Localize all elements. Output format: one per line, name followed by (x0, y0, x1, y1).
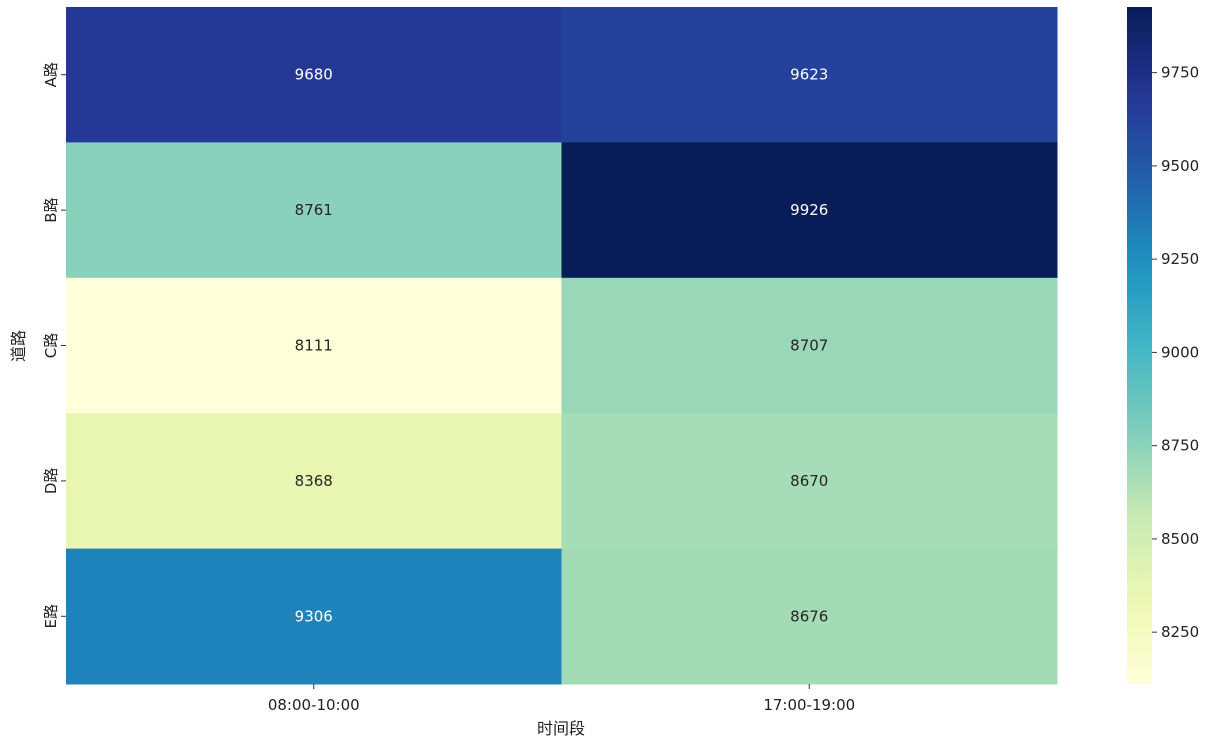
heatmap-cell (561, 413, 1058, 550)
heatmap-cell (66, 277, 562, 414)
cell-value-label: 9680 (295, 66, 333, 84)
y-tick-label: E路 (42, 604, 60, 628)
y-tick-label: A路 (42, 62, 60, 87)
cell-value-label: 8670 (790, 472, 828, 490)
cell-value-label: 8707 (790, 337, 828, 355)
colorbar: 8250 8500 8750 9000 9250 9500 9750 (1127, 7, 1199, 684)
x-axis: 08:00-10:00 17:00-19:00 (268, 684, 855, 714)
colorbar-tick-label: 9500 (1161, 157, 1199, 175)
x-axis-title: 时间段 (537, 719, 585, 738)
heatmap-cell (561, 548, 1058, 685)
heatmap-cell (66, 413, 562, 550)
cell-value-label: 9623 (790, 66, 828, 84)
heatmap-cell (66, 142, 562, 279)
y-tick-label: C路 (42, 333, 60, 358)
x-tick-label: 17:00-19:00 (763, 696, 855, 714)
heatmap-cell (561, 142, 1058, 279)
colorbar-gradient (1127, 7, 1152, 684)
colorbar-tick-label: 9250 (1161, 250, 1199, 268)
cell-value-label: 9306 (295, 607, 333, 625)
cell-value-label: 8368 (295, 472, 333, 490)
colorbar-tick-label: 9750 (1161, 64, 1199, 82)
cell-value-label: 8111 (295, 337, 333, 355)
colorbar-tick-label: 8250 (1161, 623, 1199, 641)
heatmap-cell (561, 7, 1058, 143)
y-tick-label: D路 (42, 468, 60, 495)
colorbar-tick-label: 9000 (1161, 343, 1199, 361)
y-axis: A路 B路 C路 D路 E路 (42, 62, 66, 629)
x-tick-label: 08:00-10:00 (268, 696, 360, 714)
cell-value-label: 8676 (790, 607, 828, 625)
y-tick-label: B路 (42, 197, 60, 222)
cell-value-label: 9926 (790, 201, 828, 219)
cell-value-label: 8761 (295, 201, 333, 219)
colorbar-tick-label: 8750 (1161, 437, 1199, 455)
colorbar-tick-label: 8500 (1161, 530, 1199, 548)
heatmap-cell (66, 7, 562, 143)
heatmap-cells: 9680 9623 8761 9926 8111 8707 8368 8670 9306 8676 (66, 7, 1058, 685)
y-axis-title: 道路 (9, 330, 28, 362)
heatmap-cell (561, 277, 1058, 414)
heatmap-cell (66, 548, 562, 685)
